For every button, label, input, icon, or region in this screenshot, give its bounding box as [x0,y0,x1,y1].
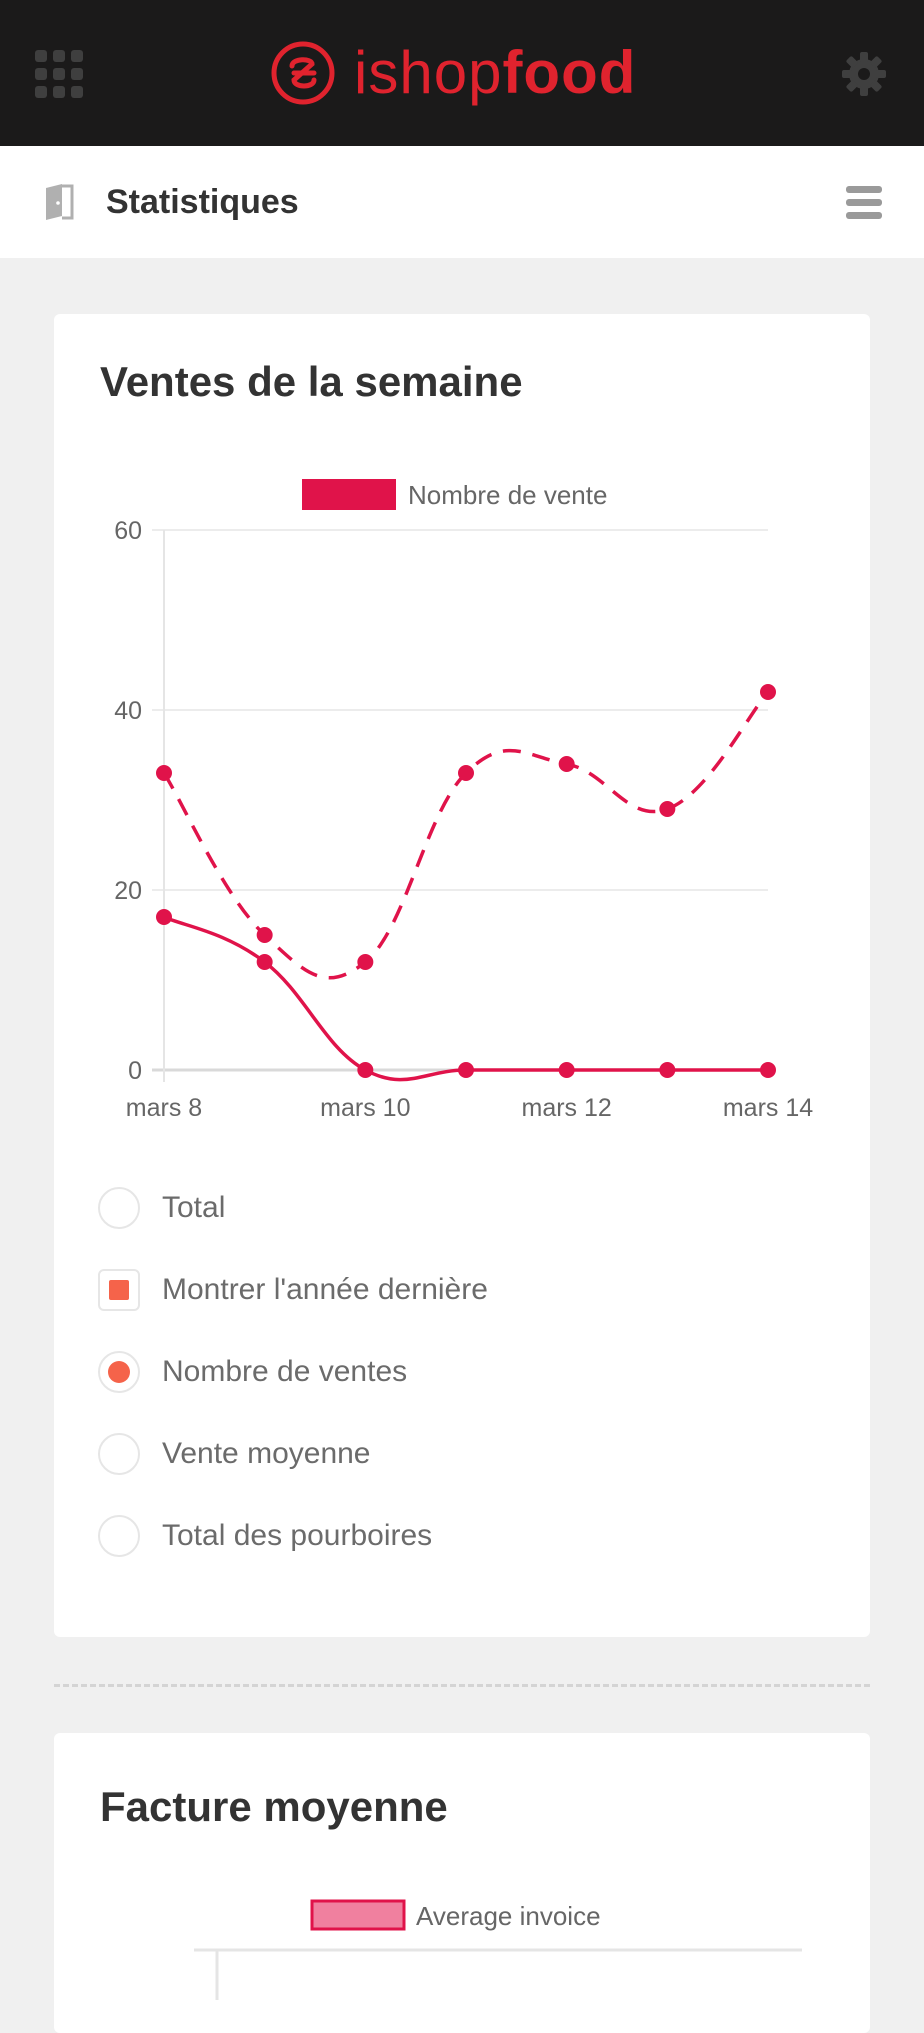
data-point[interactable] [659,1062,676,1078]
average-invoice-chart: Average invoice [194,1899,802,2000]
y-tick-label: 40 [114,697,142,725]
option-total[interactable]: Total [98,1184,698,1232]
legend-label[interactable]: Nombre de vente [408,480,607,510]
legend-swatch[interactable] [302,479,396,510]
top-bar: ishopfood [0,0,924,146]
option-tips-total[interactable]: Total des pourboires [98,1512,698,1560]
data-point[interactable] [558,756,575,772]
y-tick-label: 20 [114,877,142,905]
data-point[interactable] [458,765,474,781]
data-point[interactable] [357,1062,374,1078]
y-tick-label: 0 [128,1057,142,1085]
card-title: Facture moyenne [100,1783,448,1830]
tips-total-radio[interactable] [98,1515,140,1557]
y-tick-label: 60 [114,517,142,545]
x-tick-label: mars 10 [320,1094,410,1122]
option-label: Montrer l'année dernière [162,1273,488,1306]
total-radio[interactable] [98,1187,140,1229]
weekly-sales-card: Ventes de la semaine 0 20 40 60 mars 8 mars … [54,314,870,1637]
show-last-year-checkbox[interactable] [98,1269,140,1311]
page-title: Statistiques [106,183,299,221]
data-point[interactable] [357,954,374,970]
legend-label[interactable]: Average invoice [416,1901,601,1931]
logo-text: ishopfood [354,43,636,103]
sales-count-radio[interactable] [98,1351,140,1393]
apps-grid-icon[interactable] [35,50,83,98]
data-point[interactable] [256,954,273,970]
option-average-sale[interactable]: Vente moyenne [98,1430,698,1478]
document-icon [46,184,74,220]
data-point[interactable] [760,684,776,700]
logo-mark-icon [271,41,335,105]
option-show-last-year[interactable]: Montrer l'année dernière [98,1266,698,1314]
option-label: Total des pourboires [162,1519,433,1552]
option-label: Vente moyenne [162,1437,371,1470]
data-point[interactable] [256,927,273,943]
average-sale-radio[interactable] [98,1433,140,1475]
data-point[interactable] [659,801,676,817]
section-divider [54,1684,870,1687]
brand-logo[interactable]: ishopfood [270,38,636,108]
data-point[interactable] [156,909,172,925]
data-point[interactable] [156,765,172,781]
hamburger-menu-icon[interactable] [846,186,882,220]
logo-text-bold: food [502,39,637,106]
x-tick-label: mars 14 [723,1094,813,1122]
option-sales-count[interactable]: Nombre de ventes [98,1348,698,1396]
gear-icon[interactable] [840,50,888,98]
page-header [0,146,924,258]
logo-text-light: ishop [354,39,503,106]
data-point[interactable] [760,1062,776,1078]
series-line-last-year [162,690,770,980]
x-tick-label: mars 12 [522,1094,612,1122]
legend-swatch[interactable] [310,1899,406,1931]
average-invoice-card: Facture moyenne Average invoice [54,1733,870,2033]
data-point[interactable] [458,1062,474,1078]
data-point[interactable] [558,1062,575,1078]
option-label: Nombre de ventes [162,1355,408,1388]
weekly-sales-chart: 0 20 40 60 mars 8 mars 10 mars 12 mars 14 Nomb… [114,479,813,1122]
series-line-current [163,915,768,1082]
option-label: Total [162,1191,226,1224]
card-title: Ventes de la semaine [100,358,523,405]
x-tick-label: mars 8 [126,1094,202,1122]
